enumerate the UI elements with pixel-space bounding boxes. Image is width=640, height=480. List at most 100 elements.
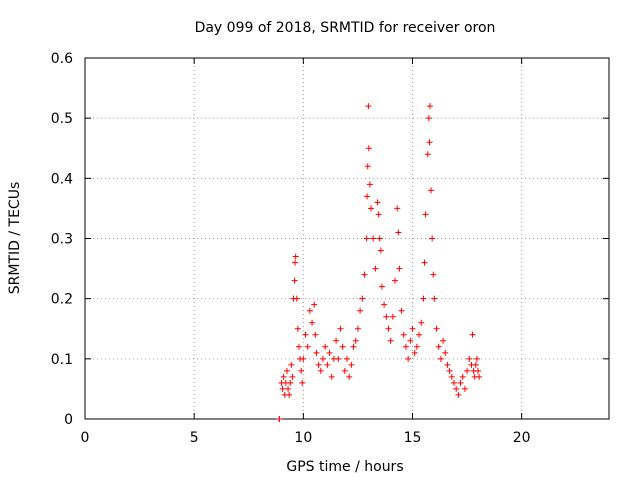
data-point bbox=[364, 193, 371, 200]
data-point bbox=[283, 367, 290, 374]
data-point bbox=[293, 295, 300, 302]
y-tick-label: 0.5 bbox=[51, 111, 73, 127]
data-point bbox=[446, 367, 453, 374]
data-point bbox=[385, 325, 392, 332]
data-point bbox=[352, 337, 359, 344]
data-point bbox=[402, 343, 409, 350]
data-point bbox=[326, 349, 333, 356]
data-point bbox=[289, 373, 296, 380]
data-point bbox=[322, 343, 329, 350]
data-point bbox=[333, 337, 340, 344]
data-point bbox=[459, 373, 466, 380]
data-point bbox=[337, 325, 344, 332]
data-point bbox=[335, 355, 342, 362]
data-point bbox=[346, 373, 353, 380]
data-point bbox=[357, 307, 364, 314]
data-point bbox=[430, 271, 437, 278]
data-point bbox=[350, 343, 357, 350]
data-point bbox=[365, 103, 372, 110]
data-point bbox=[448, 373, 455, 380]
data-point bbox=[285, 385, 292, 392]
data-point bbox=[409, 325, 416, 332]
data-point bbox=[319, 355, 326, 362]
data-point bbox=[422, 211, 429, 218]
data-point bbox=[280, 373, 287, 380]
y-axis-label: SRMTID / TECUs bbox=[7, 182, 23, 295]
data-point bbox=[348, 361, 355, 368]
data-point bbox=[394, 205, 401, 212]
data-point bbox=[374, 199, 381, 206]
data-point bbox=[426, 103, 433, 110]
data-point bbox=[364, 163, 371, 170]
y-tick-label: 0.6 bbox=[51, 51, 73, 67]
data-point bbox=[457, 379, 464, 386]
data-points bbox=[276, 103, 483, 422]
data-point bbox=[392, 277, 399, 284]
data-point bbox=[339, 343, 346, 350]
data-point bbox=[396, 265, 403, 272]
data-point bbox=[450, 379, 457, 386]
y-tick-label: 0.2 bbox=[51, 292, 73, 308]
data-point bbox=[309, 319, 316, 326]
data-point bbox=[376, 235, 383, 242]
data-point bbox=[400, 331, 407, 338]
data-point bbox=[378, 283, 385, 290]
data-point bbox=[425, 115, 432, 122]
x-tick-label: 5 bbox=[190, 430, 199, 446]
data-point bbox=[299, 379, 306, 386]
data-point bbox=[292, 259, 299, 266]
data-point bbox=[287, 379, 294, 386]
data-point bbox=[418, 319, 425, 326]
data-point bbox=[416, 331, 423, 338]
data-point bbox=[370, 235, 377, 242]
x-tick-label: 20 bbox=[513, 430, 531, 446]
data-point bbox=[444, 361, 451, 368]
data-point bbox=[426, 139, 433, 146]
data-point bbox=[291, 277, 298, 284]
data-point bbox=[372, 265, 379, 272]
data-point bbox=[363, 235, 370, 242]
data-point bbox=[300, 355, 307, 362]
data-point bbox=[341, 367, 348, 374]
x-tick-label: 10 bbox=[294, 430, 312, 446]
data-point bbox=[304, 343, 311, 350]
data-point bbox=[472, 361, 479, 368]
data-point bbox=[429, 235, 436, 242]
chart-title: Day 099 of 2018, SRMTID for receiver oro… bbox=[195, 20, 496, 36]
data-point bbox=[453, 385, 460, 392]
data-point bbox=[359, 295, 366, 302]
data-point bbox=[276, 416, 283, 422]
data-point bbox=[466, 355, 473, 362]
data-point bbox=[279, 385, 286, 392]
data-point bbox=[431, 295, 438, 302]
data-point bbox=[368, 205, 375, 212]
data-point bbox=[377, 247, 384, 254]
data-point bbox=[302, 331, 309, 338]
data-point bbox=[420, 295, 427, 302]
data-point bbox=[395, 229, 402, 236]
data-point bbox=[311, 301, 318, 308]
data-point bbox=[435, 343, 442, 350]
data-point bbox=[461, 385, 468, 392]
data-point bbox=[381, 301, 388, 308]
data-point bbox=[292, 253, 299, 260]
data-point bbox=[344, 355, 350, 362]
axis-ticks: 0 5 10 15 20 0 0.1 0.2 0.3 0.4 0.5 0.6 bbox=[51, 51, 609, 446]
data-point bbox=[473, 355, 480, 362]
data-point bbox=[413, 343, 420, 350]
x-axis-label: GPS time / hours bbox=[286, 459, 403, 475]
data-point bbox=[288, 361, 295, 368]
y-tick-label: 0.4 bbox=[51, 171, 73, 187]
data-point bbox=[383, 313, 390, 320]
data-point bbox=[361, 271, 368, 278]
data-point bbox=[306, 307, 313, 314]
grid bbox=[85, 58, 609, 419]
data-point bbox=[421, 259, 428, 266]
data-point bbox=[407, 337, 414, 344]
data-point bbox=[424, 151, 431, 158]
x-tick-label: 15 bbox=[404, 430, 422, 446]
data-point bbox=[295, 343, 302, 350]
data-point bbox=[354, 325, 361, 332]
data-point bbox=[317, 367, 324, 374]
